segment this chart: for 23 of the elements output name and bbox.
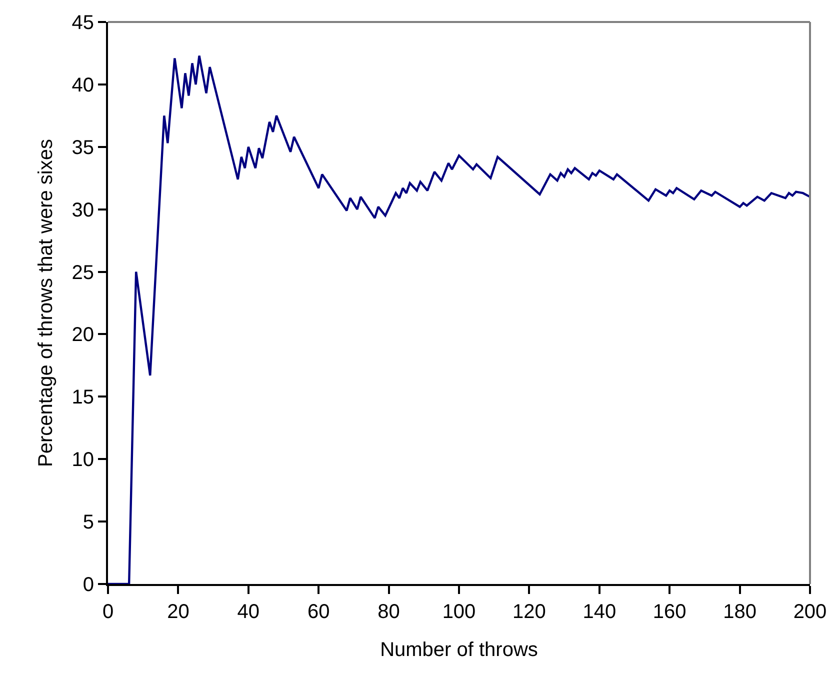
x-tick-label: 140 — [582, 601, 616, 623]
y-tick-label: 35 — [72, 136, 94, 159]
y-tick-label: 20 — [72, 324, 94, 346]
y-tick-label: 30 — [72, 199, 94, 222]
y-tick-label: 5 — [82, 512, 94, 534]
y-tick-label: 10 — [72, 449, 94, 472]
x-tick-label: 0 — [102, 601, 114, 623]
x-tick-label: 80 — [378, 601, 400, 623]
x-tick-label: 60 — [307, 601, 330, 623]
x-tick-label: 160 — [652, 601, 686, 623]
x-axis-title: Number of throws — [380, 639, 538, 661]
x-tick-label: 20 — [167, 601, 190, 623]
y-axis-title: Percentage of throws that were sixes — [34, 139, 57, 467]
y-tick-label: 40 — [72, 74, 94, 96]
x-tick-label: 200 — [793, 601, 827, 623]
x-tick-label: 100 — [442, 601, 476, 623]
y-tick-label: 0 — [82, 574, 94, 596]
y-tick-label: 25 — [72, 262, 94, 284]
x-tick-label: 40 — [237, 601, 260, 623]
y-tick-label: 15 — [72, 386, 94, 409]
x-tick-label: 180 — [723, 601, 756, 623]
y-tick-label: 45 — [72, 12, 94, 34]
x-tick-label: 120 — [512, 601, 546, 623]
